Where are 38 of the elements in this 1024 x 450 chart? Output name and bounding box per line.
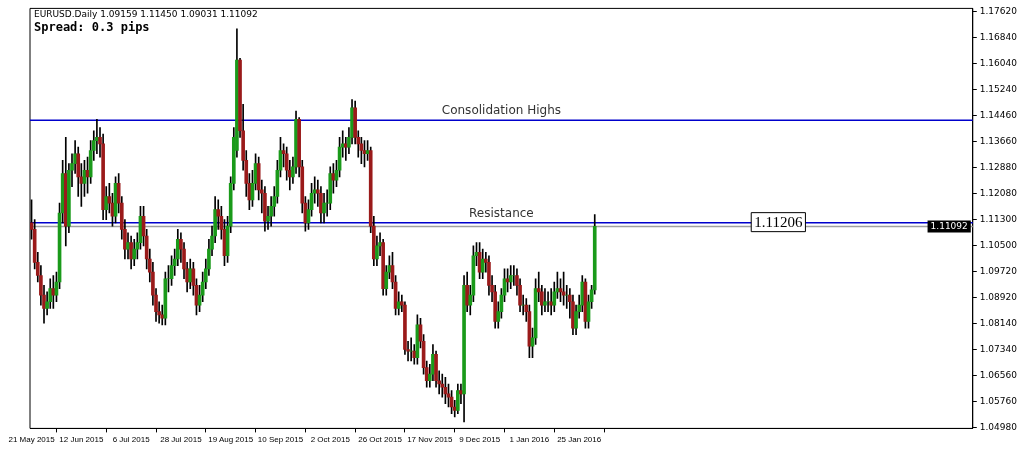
chart-title: EURUSD.Daily 1.09159 1.11450 1.09031 1.11092 (34, 9, 258, 20)
y-tick-label: 1.06560 (979, 369, 1018, 380)
x-tick-label: 2 Oct 2015 (310, 435, 351, 445)
y-tick-label: 1.12880 (979, 161, 1018, 172)
y-tick-label: 1.08920 (979, 292, 1018, 303)
candlestick (546, 291, 550, 312)
y-tick-label: 1.10500 (979, 240, 1018, 251)
y-tick-label: 1.08140 (979, 317, 1018, 328)
x-tick-label: 9 Dec 2015 (459, 435, 501, 445)
candlestick (160, 304, 165, 326)
x-tick-label: 21 May 2015 (8, 435, 56, 445)
x-tick-label: 12 Jun 2015 (59, 435, 104, 445)
x-tick-label: 1 Jan 2016 (509, 435, 550, 445)
annotation: 1.11092 (930, 220, 968, 231)
y-tick-label: 1.07340 (979, 344, 1018, 355)
y-tick-label: 1.15240 (979, 84, 1018, 95)
y-tick-label: 1.16840 (979, 31, 1018, 42)
annotation: 1.11206 (754, 213, 803, 230)
y-tick-label: 1.11300 (979, 213, 1018, 224)
candlestick (543, 288, 547, 312)
x-tick-label: 19 Aug 2015 (208, 435, 254, 445)
text: Spread: 0.3 pips (34, 19, 150, 34)
y-tick-label: 1.14460 (979, 109, 1018, 120)
ref-line-label: Consolidation Highs (441, 103, 561, 118)
y-tick-label: 1.05760 (979, 396, 1018, 407)
x-tick-label: 17 Nov 2015 (407, 435, 454, 445)
y-tick-label: 1.04980 (979, 421, 1018, 432)
x-tick-label: 6 Jul 2015 (112, 435, 151, 445)
y-tick-label: 1.16040 (979, 58, 1018, 68)
y-tick-label: 1.17620 (979, 6, 1018, 17)
x-tick-label: 10 Sep 2015 (257, 435, 304, 445)
y-tick-label: 1.12080 (979, 188, 1018, 199)
ref-line-label: Resistance (469, 205, 534, 220)
y-tick-label: 1.09720 (979, 265, 1018, 276)
x-tick-label: 26 Oct 2015 (358, 435, 403, 445)
y-tick-label: 1.13660 (979, 136, 1018, 147)
x-tick-label: 28 Jul 2015 (160, 435, 203, 445)
x-tick-label: 25 Jan 2016 (557, 435, 602, 445)
